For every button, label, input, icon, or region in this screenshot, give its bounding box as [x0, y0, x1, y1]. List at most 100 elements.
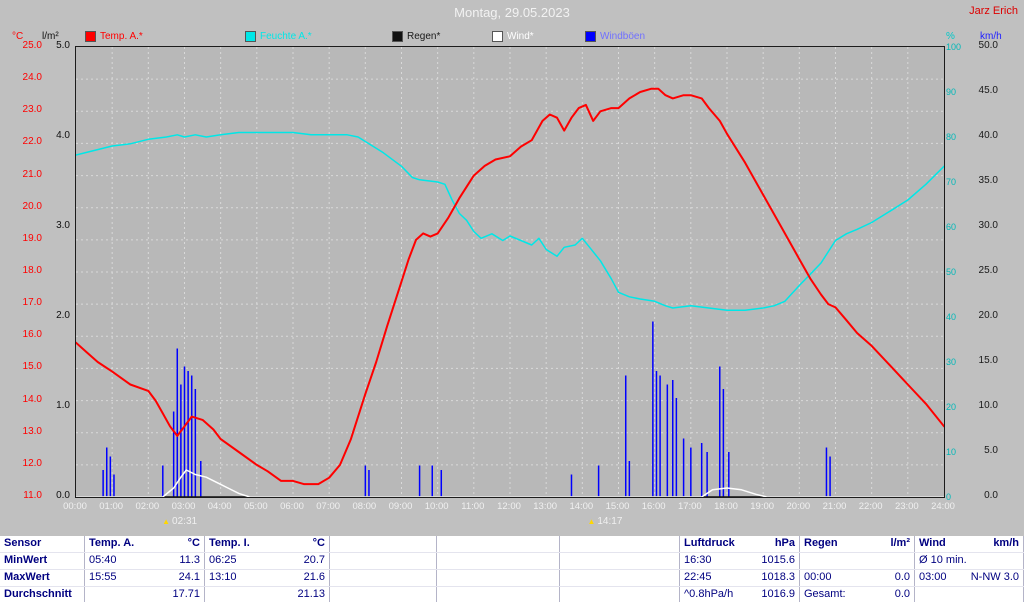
cell-time: Ø 10 min. — [919, 554, 967, 566]
y-tick-temp_c: 23.0 — [22, 104, 42, 116]
legend-label: Regen* — [407, 31, 441, 42]
y-tick-temp_c: 15.0 — [22, 361, 42, 373]
table-cell: Wind km/h — [915, 536, 1024, 552]
cell-value: 0.0 — [894, 571, 910, 583]
page-title: Montag, 29.05.2023 — [454, 5, 570, 20]
left-axis-unit-temp: °C — [12, 31, 24, 42]
x-tick-label: 16:00 — [641, 501, 666, 512]
cell-value: 21.13 — [297, 588, 325, 600]
x-tick-label: 09:00 — [388, 501, 413, 512]
x-tick-label: 11:00 — [461, 501, 485, 512]
cell-value: 24.1 — [178, 571, 200, 583]
table-cell — [330, 536, 437, 552]
time-marker: ▲ 14:17 — [587, 516, 622, 527]
x-tick-label: 19:00 — [750, 501, 775, 512]
table-row: MinWert 05:40 11.3 06:25 20.7 16:30 1015.6 Ø 10… — [0, 553, 1024, 570]
table-cell: Temp. A. °C — [85, 536, 205, 552]
y-tick-wind: 40.0 — [978, 130, 998, 141]
y-tick-temp_c: 20.0 — [22, 200, 42, 212]
table-cell — [330, 570, 437, 586]
cell-time: Regen — [804, 537, 838, 549]
table-cell: Regen l/m² — [800, 536, 915, 552]
cell-value: 0.0 — [894, 588, 910, 600]
y-tick-temp_c: 11.0 — [23, 490, 42, 501]
y-tick-temp_c: 16.0 — [22, 329, 42, 341]
legend-item: Windböen — [585, 31, 645, 42]
y-tick-rain_lm2: 5.0 — [56, 40, 70, 51]
legend-swatch — [492, 31, 503, 42]
cell-value: l/m² — [890, 537, 910, 549]
station-owner-label: Jarz Erich — [969, 5, 1018, 17]
y-tick-wind: 35.0 — [978, 175, 998, 186]
table-row: Durchschnitt 17.71 21.13 ^0.8hPa/h 1016.9 Ges… — [0, 587, 1024, 602]
y-tick-humidity: 70 — [946, 177, 957, 187]
y-tick-wind: 10.0 — [978, 400, 998, 411]
cell-value: 17.71 — [172, 588, 200, 600]
cell-time: 03:00 — [919, 571, 947, 583]
cell-time: Luftdruck — [684, 537, 735, 549]
cell-time: 00:00 — [804, 571, 832, 583]
y-tick-temp_c: 24.0 — [22, 72, 42, 84]
y-tick-humidity: 100 — [946, 42, 962, 52]
table-row-label: MinWert — [0, 553, 85, 569]
legend-label: Windböen — [600, 31, 646, 42]
cell-time: 16:30 — [684, 554, 712, 566]
x-tick-label: 18:00 — [714, 501, 738, 512]
y-tick-humidity: 50 — [946, 267, 957, 277]
y-tick-temp_c: 22.0 — [22, 136, 42, 148]
table-cell: ^0.8hPa/h 1016.9 — [680, 587, 800, 602]
x-tick-label: 03:00 — [171, 501, 196, 512]
table-cell — [437, 536, 560, 552]
x-tick-label: 05:00 — [243, 501, 268, 512]
table-cell: Temp. I. °C — [205, 536, 330, 552]
cell-time: Temp. A. — [89, 537, 135, 549]
table-cell — [560, 587, 680, 602]
legend-swatch — [392, 31, 403, 42]
table-cell: 00:00 0.0 — [800, 570, 915, 586]
y-tick-rain_lm2: 4.0 — [56, 130, 70, 141]
cell-time: 15:55 — [89, 571, 117, 583]
cell-value: °C — [312, 537, 325, 549]
table-row-label: Durchschnitt — [0, 587, 85, 602]
legend-swatch — [245, 31, 256, 42]
table-row: Sensor Temp. A. °C Temp. I. °C Luftdruck hPa Re… — [0, 536, 1024, 553]
table-cell — [560, 536, 680, 552]
chart-plot-area[interactable] — [75, 46, 945, 498]
legend-item: Feuchte A.* — [245, 31, 312, 42]
y-tick-wind: 25.0 — [978, 265, 998, 276]
table-cell — [915, 587, 1024, 602]
summary-table: Sensor Temp. A. °C Temp. I. °C Luftdruck hPa Re… — [0, 536, 1024, 602]
y-tick-humidity: 40 — [946, 312, 957, 322]
y-tick-temp_c: 19.0 — [22, 232, 42, 244]
table-cell: 06:25 20.7 — [205, 553, 330, 569]
table-row-label: Sensor — [0, 536, 85, 552]
sun-marker-icon: ▲ — [162, 517, 171, 526]
y-tick-temp_c: 18.0 — [22, 265, 42, 276]
cell-time: Temp. I. — [209, 537, 250, 549]
x-tick-label: 02:00 — [135, 501, 160, 512]
cell-value: 11.3 — [179, 554, 200, 566]
time-marker: ▲ 02:31 — [162, 516, 197, 527]
cell-time: Gesamt: — [804, 588, 846, 600]
cell-time: 22:45 — [684, 571, 712, 583]
y-tick-temp_c: 25.0 — [22, 40, 42, 51]
x-tick-label: 20:00 — [786, 501, 811, 512]
table-cell — [560, 570, 680, 586]
x-tick-label: 15:00 — [605, 501, 630, 512]
cell-value: 1015.6 — [761, 554, 795, 566]
table-cell: 03:00 N-NW 3.0 — [915, 570, 1024, 586]
marker-time-label: 14:17 — [597, 516, 623, 527]
y-tick-humidity: 20 — [946, 402, 957, 412]
x-tick-label: 08:00 — [352, 501, 377, 512]
cell-time: 13:10 — [209, 571, 237, 583]
right-axis-unit-wind: km/h — [980, 31, 1002, 42]
cell-time: 06:25 — [209, 554, 237, 566]
legend-label: Temp. A.* — [100, 31, 143, 42]
y-tick-humidity: 30 — [946, 357, 957, 367]
cell-value: °C — [187, 537, 200, 549]
y-tick-temp_c: 21.0 — [22, 168, 42, 180]
cell-time: Wind — [919, 537, 946, 549]
cell-value: 21.6 — [303, 571, 325, 583]
y-tick-wind: 0.0 — [984, 490, 998, 501]
